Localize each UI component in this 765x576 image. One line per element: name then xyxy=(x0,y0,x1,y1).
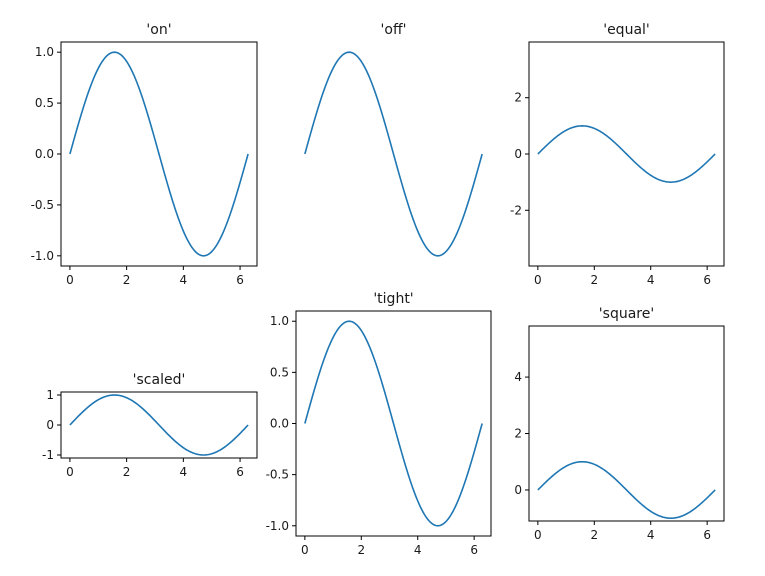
x-tick-label: 2 xyxy=(123,273,131,287)
x-tick-label: 2 xyxy=(590,273,598,287)
subplot-title-square: 'square' xyxy=(599,306,654,322)
y-tick-label: 0.5 xyxy=(270,365,289,379)
y-tick-label: 4 xyxy=(514,370,522,384)
x-tick-label: 4 xyxy=(414,543,422,557)
x-tick-label: 6 xyxy=(703,528,711,542)
y-tick-label: -1 xyxy=(42,448,54,462)
axes-frame xyxy=(528,325,725,522)
y-tick-label: 1.0 xyxy=(270,314,289,328)
subplot-tight: 'tight' 0 2 4 6 1.0 0.5 0.0 -0.5 -1.0 xyxy=(266,291,492,557)
y-tick-label: 0.5 xyxy=(35,96,54,110)
x-tick-label: 6 xyxy=(236,273,244,287)
y-tick-label: -1.0 xyxy=(31,249,54,263)
x-tick-label: 0 xyxy=(534,273,542,287)
subplot-title-tight: 'tight' xyxy=(373,291,413,307)
y-tick-label: 0 xyxy=(514,147,522,161)
subplot-scaled: 'scaled' 0 2 4 6 1 0 -1 xyxy=(42,372,258,479)
y-tick-label: 2 xyxy=(514,91,522,105)
sine-curve xyxy=(304,320,483,527)
y-tick-label: 0.0 xyxy=(35,147,54,161)
y-tick-label: 2 xyxy=(514,427,522,441)
sine-curve xyxy=(69,394,249,456)
x-tick-label: 6 xyxy=(470,543,478,557)
x-tick-label: 4 xyxy=(647,528,655,542)
subplot-title-equal: 'equal' xyxy=(603,22,650,38)
sine-curve xyxy=(537,125,716,183)
subplot-title-off: 'off' xyxy=(381,22,407,38)
subplot-off: 'off' xyxy=(304,22,483,257)
x-tick-label: 0 xyxy=(534,528,542,542)
y-tick-label: 1 xyxy=(46,388,54,402)
sine-curve xyxy=(69,51,249,257)
subplot-square: 'square' 0 2 4 6 4 2 0 xyxy=(514,306,725,542)
y-tick-label: 0 xyxy=(46,418,54,432)
sine-curve xyxy=(537,460,716,519)
x-tick-label: 2 xyxy=(123,465,131,479)
x-tick-label: 2 xyxy=(357,543,365,557)
y-tick-label: -0.5 xyxy=(266,468,289,482)
y-tick-label: -0.5 xyxy=(31,198,54,212)
x-tick-label: 0 xyxy=(66,465,74,479)
subplot-on: 'on' 0 2 4 6 1.0 0.5 0.0 -0.5 -1.0 xyxy=(31,22,258,287)
x-tick-label: 4 xyxy=(180,465,188,479)
y-tick-label: 1.0 xyxy=(35,45,54,59)
x-tick-label: 6 xyxy=(703,273,711,287)
subplot-title-scaled: 'scaled' xyxy=(133,372,186,388)
y-tick-label: 0 xyxy=(514,483,522,497)
subplot-equal: 'equal' 0 2 4 6 2 0 -2 xyxy=(510,22,725,287)
y-tick-label: -2 xyxy=(510,203,522,217)
x-tick-label: 4 xyxy=(180,273,188,287)
x-tick-label: 4 xyxy=(647,273,655,287)
x-tick-label: 0 xyxy=(66,273,74,287)
subplot-title-on: 'on' xyxy=(146,22,171,38)
y-tick-label: -1.0 xyxy=(266,519,289,533)
x-tick-label: 6 xyxy=(236,465,244,479)
sine-curve xyxy=(304,51,483,257)
x-tick-label: 0 xyxy=(301,543,309,557)
x-tick-label: 2 xyxy=(590,528,598,542)
y-tick-label: 0.0 xyxy=(270,417,289,431)
